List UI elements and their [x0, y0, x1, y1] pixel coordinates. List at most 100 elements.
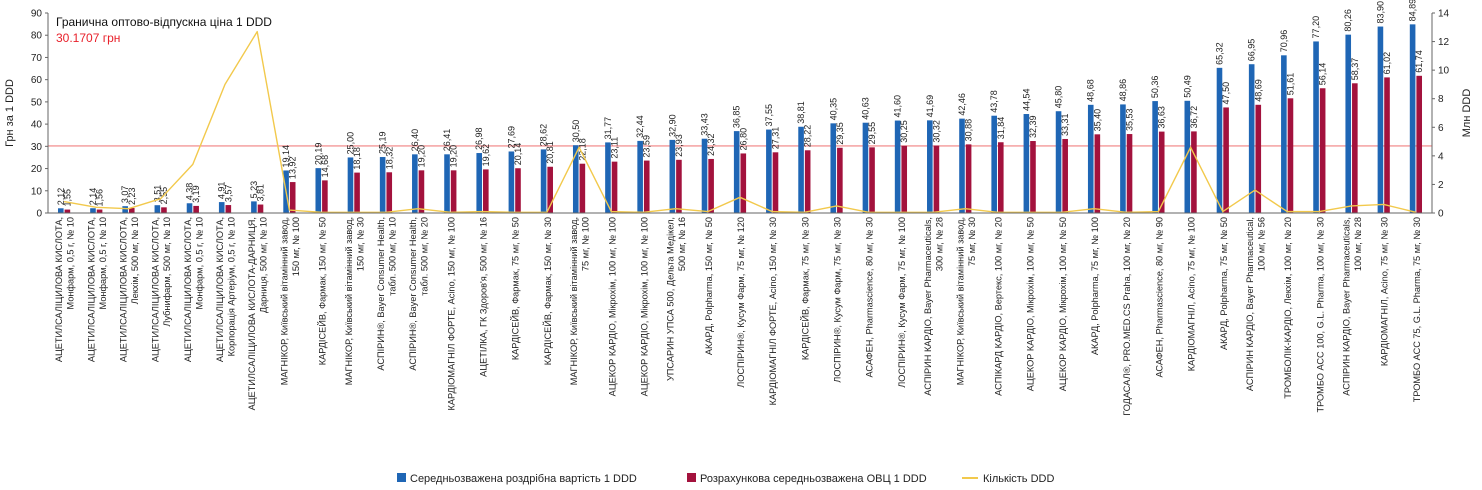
annotation-value: 30.1707 грн: [56, 31, 120, 45]
bar-ovc: [1062, 138, 1068, 213]
category-label-line: ТРОМБО АСС 75, G.L. Pharma, 75 мг, № 30: [1412, 217, 1422, 402]
bar-retail: [862, 122, 869, 213]
category-label-line: АСПІРИН КАРДІО, Bayer Pharmaceuticals,: [923, 217, 933, 396]
legend-swatch-retail: [397, 473, 406, 482]
data-label-retail: 25,19: [378, 131, 388, 154]
bar-retail: [733, 131, 740, 213]
y-left-tick-label: 20: [31, 164, 43, 175]
data-label-ovc: 47,50: [1221, 82, 1231, 105]
bar-retail: [1023, 114, 1030, 213]
data-label-ovc: 61,74: [1414, 50, 1424, 73]
bar-retail: [540, 149, 547, 213]
category-label: КАРДІОМАГНІЛ, Acino, 75 мг, № 30: [1380, 217, 1390, 366]
category-label-line: УПСАРИН УПСА 500, Дельта Медікел,: [666, 217, 676, 381]
category-label: АЦЕКОР КАРДІО, Мікрохім, 100 мг, № 100: [639, 217, 649, 396]
bar-ovc: [225, 205, 232, 213]
line-layer: [63, 30, 1417, 214]
category-label-line: АСПІРИН КАРДІО, Bayer Pharmaceuticals,: [1342, 217, 1352, 396]
line-ddd: [63, 30, 1417, 214]
bar-retail: [315, 168, 322, 213]
bar-ovc: [611, 161, 618, 213]
data-label-retail: 84,89: [1408, 0, 1418, 21]
data-label-ovc: 23,93: [674, 134, 684, 157]
y-right-tick-label: 12: [1438, 37, 1450, 48]
bar-retail: [1281, 55, 1287, 213]
category-label: АКАРД, Polpharma, 150 мг, № 50: [704, 217, 714, 355]
bar-retail: [218, 202, 225, 213]
category-label-line: АЦЕТИЛСАЛІЦИЛОВА КИСЛОТА,: [86, 217, 96, 362]
data-label-retail: 20,19: [313, 143, 323, 166]
category-label-line: табл. 500 мг, № 10: [388, 217, 398, 296]
category-label-line: Монфарм, 0,5 г, № 10: [66, 217, 76, 309]
data-label-ovc: 20,14: [513, 143, 523, 166]
y-right-tick-label: 0: [1438, 209, 1444, 220]
bar-ovc: [740, 153, 747, 213]
bar-ovc: [997, 142, 1004, 213]
bar-ovc: [1158, 131, 1165, 213]
data-label-ovc: 36,72: [1189, 106, 1199, 129]
category-label-line: МАГНІКОР, Київський вітамінний завод,: [955, 217, 965, 385]
category-label-line: АЦЕКОР КАРДІО, Мікрохім, 100 мг, № 50: [1026, 217, 1036, 391]
data-label-retail: 4,91: [217, 182, 227, 200]
category-label-line: Монфарм, 0,5 г, № 10: [194, 217, 204, 309]
category-label: АЦЕКОР КАРДІО, Мікрохім, 100 мг, № 50: [1026, 217, 1036, 391]
bar-retail: [186, 203, 193, 213]
bar-ovc: [322, 180, 328, 213]
category-label: УПСАРИН УПСА 500, Дельта Медікел, 500 мг,…: [666, 217, 688, 381]
category-label: КАРДІСЕЙВ, Фармак, 150 мг, № 30: [542, 217, 553, 365]
data-label-retail: 32,90: [667, 114, 677, 137]
bar-retail: [1152, 101, 1158, 213]
bar-ovc: [1384, 77, 1390, 214]
bar-ovc: [1287, 98, 1294, 213]
category-label: АСАФЕН, Pharmascience, 80 мг, № 90: [1154, 217, 1164, 378]
category-label: АКАРД, Polpharma, 75 мг, № 100: [1090, 217, 1100, 355]
data-label-ovc: 31,84: [996, 117, 1006, 140]
bar-ovc: [1094, 134, 1101, 213]
category-label-line: КАРДІСЕЙВ, Фармак, 75 мг, № 50: [510, 217, 521, 360]
category-label-line: АЦЕТІЛКА, ГК Здоров'я, 500 мг, № 16: [479, 217, 489, 377]
data-label-ovc: 27,31: [770, 127, 780, 150]
bar-retail: [57, 208, 64, 213]
data-label-retail: 3,07: [120, 186, 130, 204]
data-label-retail: 65,32: [1214, 42, 1224, 65]
data-label-retail: 27,69: [506, 126, 516, 149]
data-label-retail: 38,81: [796, 101, 806, 124]
y-right-tick-label: 14: [1438, 9, 1450, 20]
category-label: АЦЕТИЛСАЛІЦИЛОВА КИСЛОТА, Корпорація Арте…: [215, 217, 237, 362]
bar-retail: [476, 153, 483, 213]
bar-ovc: [257, 204, 264, 213]
category-label-line: ТРОМБО АСС 100, G.L. Pharma, 100 мг, № 3…: [1315, 217, 1325, 413]
y-left-tick-label: 0: [36, 209, 42, 220]
category-label: АЦЕТИЛСАЛІЦИЛОВА КИСЛОТА, Монфарм, 0,5 г,…: [54, 217, 76, 362]
category-label: АСПІРИН КАРДІО, Bayer Pharmaceuticals, 30…: [923, 217, 945, 396]
bar-retail: [766, 129, 772, 213]
category-label: ЛОСПІРИН®, Кусум Фарм, 75 мг, № 120: [736, 217, 746, 388]
bar-ovc: [1352, 83, 1358, 214]
y-left-tick-label: 10: [31, 186, 43, 197]
category-label: КАРДІСЕЙВ, Фармак, 75 мг, № 30: [799, 217, 810, 360]
y-left-title: Грн за 1 DDD: [4, 79, 16, 147]
data-label-retail: 25,00: [345, 132, 355, 155]
bar-retail: [894, 120, 901, 213]
data-label-ovc: 23,59: [642, 135, 652, 158]
data-label-retail: 50,49: [1182, 75, 1192, 98]
data-label-retail: 2,14: [88, 188, 98, 206]
bar-ovc: [1126, 134, 1133, 213]
bar-retail: [605, 142, 611, 213]
bar-ovc: [128, 208, 135, 213]
category-label-line: 75 мг, № 30: [967, 217, 977, 266]
category-label: АЦЕТИЛСАЛІЦИЛОВА КИСЛОТА, Лубнифарм, 500 …: [151, 217, 173, 362]
y-left-tick-label: 50: [31, 97, 43, 108]
data-label-ovc: 33,31: [1060, 113, 1070, 136]
data-label-ovc: 19,20: [416, 145, 426, 168]
bar-ovc: [772, 152, 779, 213]
category-label: АЦЕТИЛСАЛІЦИЛОВА КИСЛОТА-ДАРНИЦЯ, Дарниця…: [247, 217, 269, 410]
bar-ovc: [869, 147, 875, 213]
bar-retail: [1345, 34, 1352, 214]
category-label-line: АЦЕКОР КАРДІО, Мікрохім, 100 мг, № 50: [1058, 217, 1068, 391]
category-label-line: 300 мг, № 28: [935, 217, 945, 271]
category-label: КАРДІСЕЙВ, Фармак, 75 мг, № 50: [510, 217, 521, 360]
category-label-line: АКАРД, Polpharma, 75 мг, № 50: [1219, 217, 1229, 350]
data-label-ovc: 2,23: [127, 188, 137, 206]
data-label-retail: 40,63: [860, 97, 870, 120]
